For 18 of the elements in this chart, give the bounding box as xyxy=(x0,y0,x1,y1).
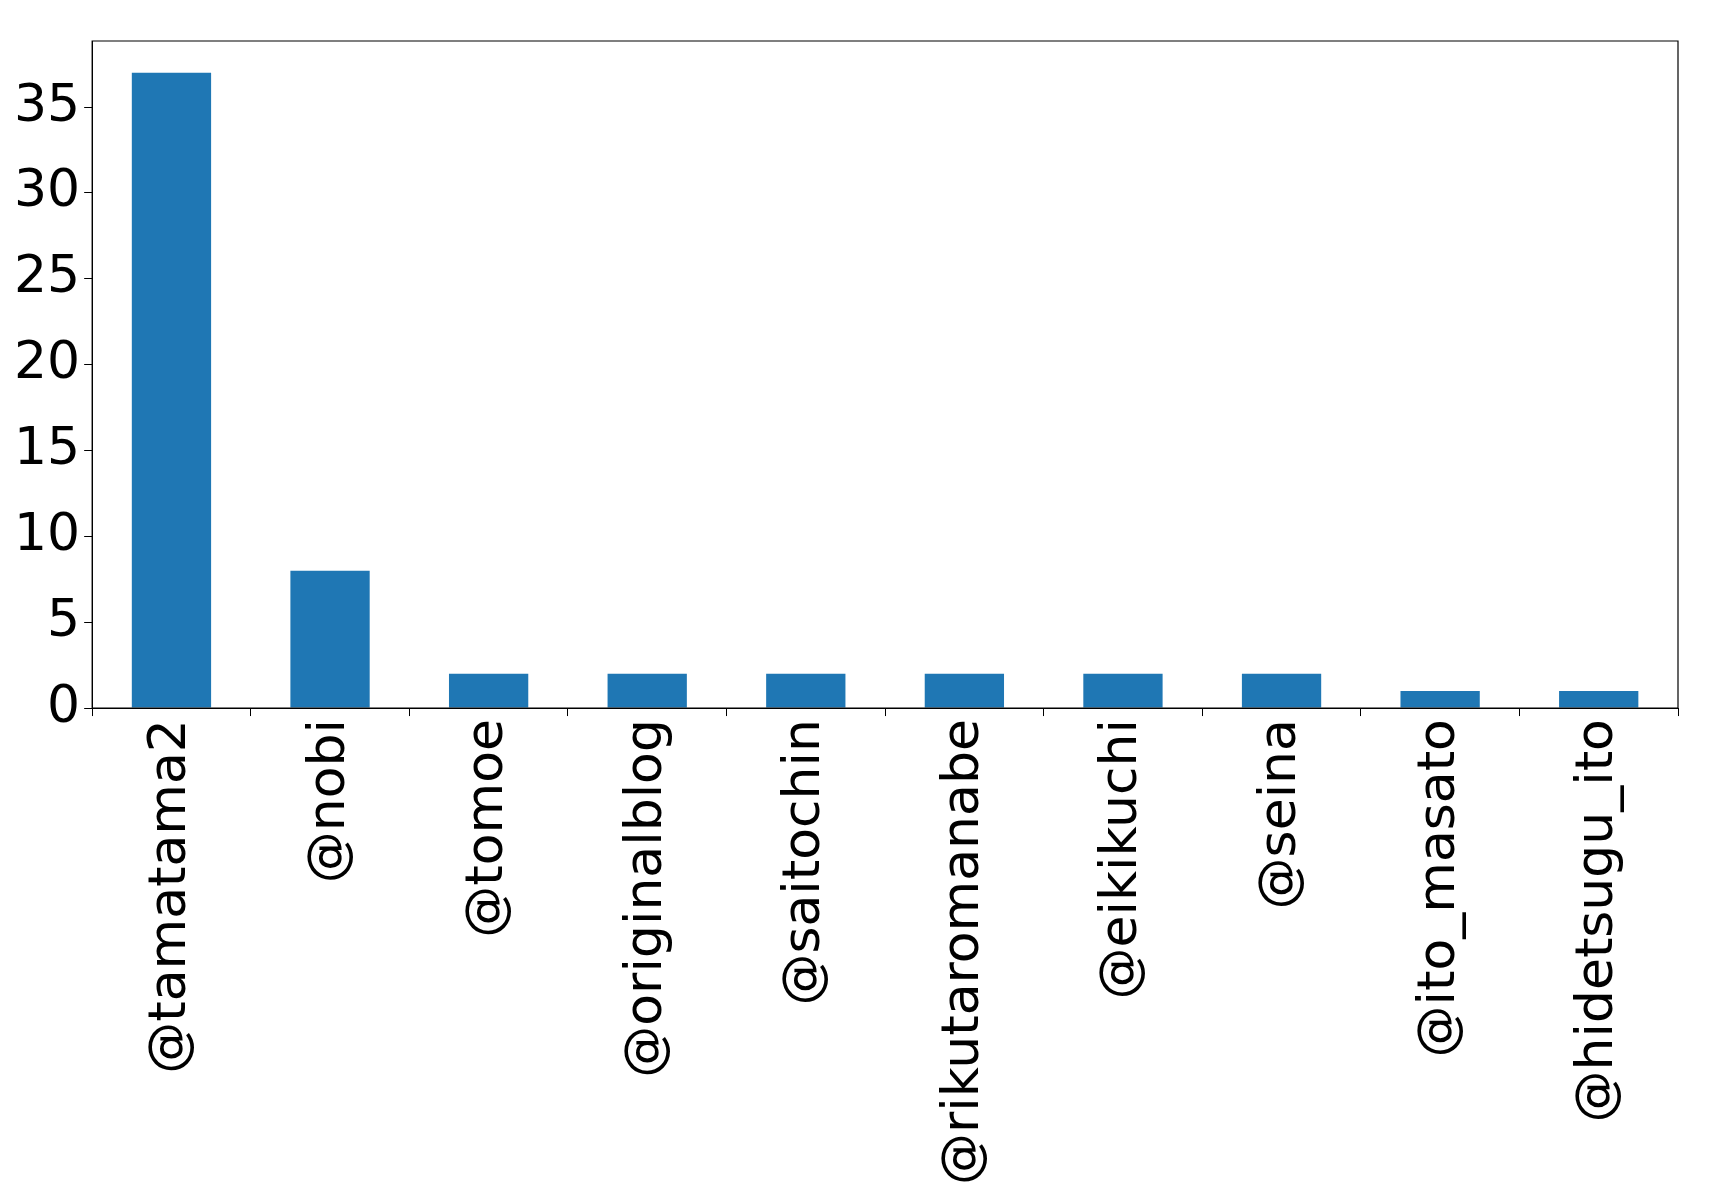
x-tick-label: @ito_masato xyxy=(1405,719,1466,1058)
x-tick-label: @saitochin xyxy=(771,719,832,1006)
y-tick-label: 20 xyxy=(14,330,81,391)
x-tick-label: @eikikuchi xyxy=(1088,719,1149,1000)
y-tick-label: 35 xyxy=(14,72,81,133)
x-tick-label: @seina xyxy=(1247,719,1308,910)
x-tick-label: @nobi xyxy=(295,719,356,884)
y-tick-label: 25 xyxy=(14,244,81,305)
y-tick-label: 5 xyxy=(47,587,81,648)
y-tick-label: 15 xyxy=(14,416,81,477)
y-tick-label: 10 xyxy=(14,501,81,562)
y-tick-label: 0 xyxy=(47,673,81,734)
x-tick-label: @originalblog xyxy=(612,719,673,1078)
x-tick-label: @hidetsugu_ito xyxy=(1564,719,1625,1123)
x-tick-label: @tamatama2 xyxy=(136,719,197,1074)
x-tick-label: @rikutaromanabe xyxy=(929,719,990,1186)
x-tick-label: @tomoe xyxy=(454,719,515,938)
y-tick-label: 30 xyxy=(14,158,81,219)
